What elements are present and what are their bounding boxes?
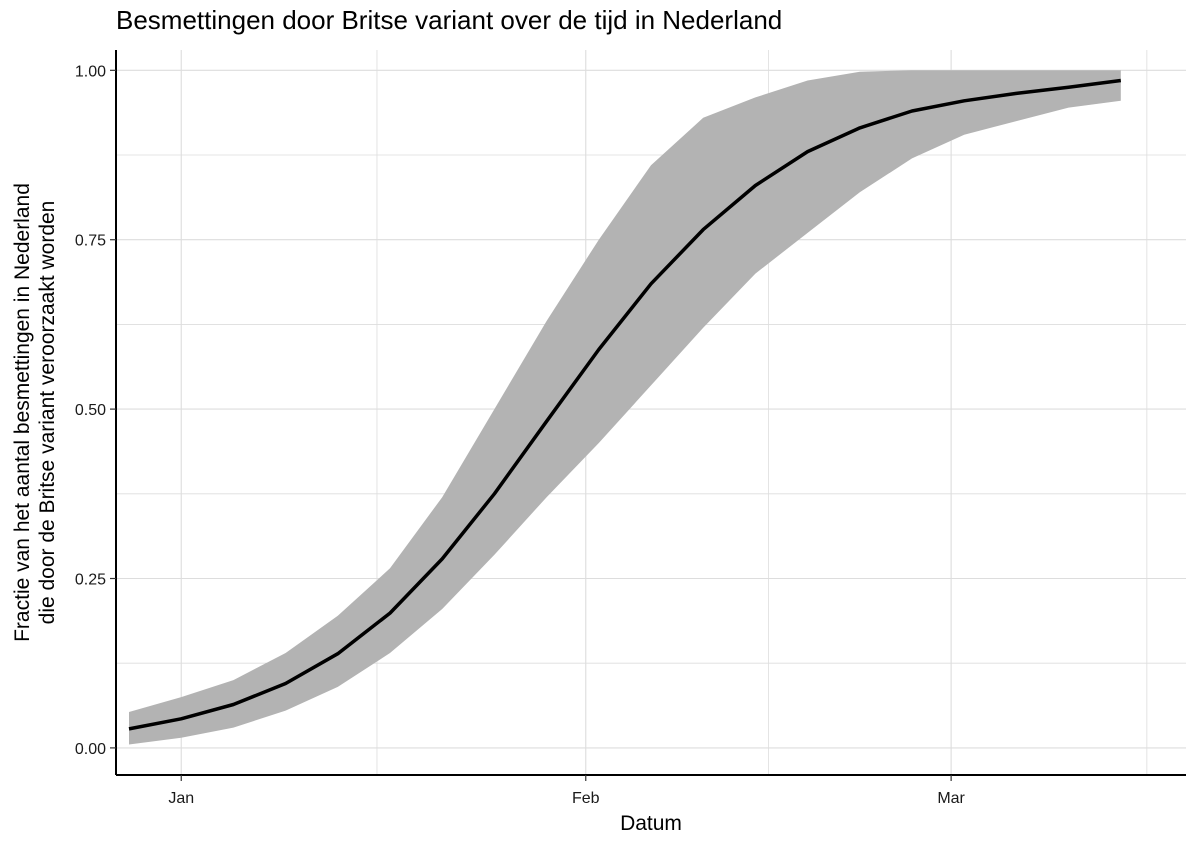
y-tick-label-3: 0.75: [75, 233, 106, 250]
y-axis-ticks: 0.00 0.25 0.50 0.75 1.00: [75, 63, 116, 758]
y-axis-title-line-1: Fractie van het aantal besmettingen in N…: [11, 183, 34, 642]
trend-line: [128, 78, 1122, 731]
x-axis-ticks: Jan Feb Mar: [168, 775, 966, 807]
y-tick-label-2: 0.50: [75, 402, 106, 419]
x-tick-label-0: Jan: [168, 790, 194, 807]
x-axis-title: Datum: [620, 812, 682, 835]
y-axis-title-line-2: die door de Britse variant veroorzaakt w…: [36, 201, 59, 625]
x-tick-label-2: Mar: [937, 790, 965, 807]
y-tick-label-0: 0.00: [75, 741, 106, 758]
x-tick-label-1: Feb: [572, 790, 600, 807]
y-tick-label-1: 0.25: [75, 572, 106, 589]
chart-title: Besmettingen door Britse variant over de…: [116, 5, 783, 35]
confidence-band: [129, 70, 1121, 745]
y-tick-label-4: 1.00: [75, 63, 106, 80]
